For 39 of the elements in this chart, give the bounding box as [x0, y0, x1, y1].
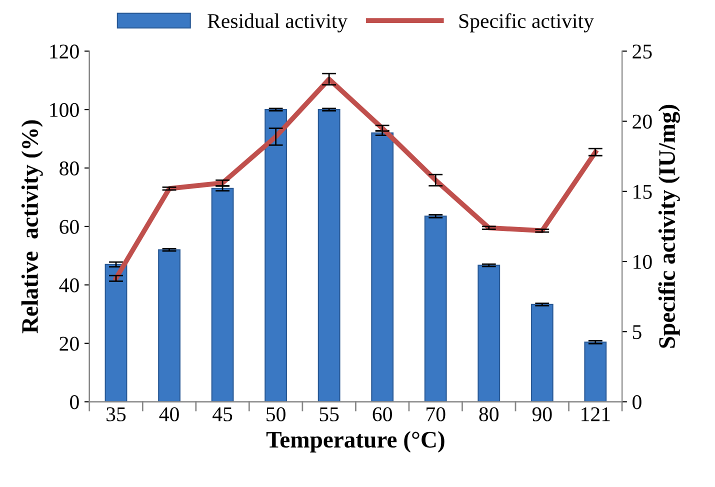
y-tick-label: 0	[70, 395, 79, 410]
y-tick-label: 80	[60, 161, 79, 176]
x-tick-label: 121	[582, 407, 610, 422]
x-tick-label: 70	[426, 407, 446, 422]
bar	[264, 109, 288, 402]
x-tick-label: 40	[159, 407, 179, 422]
y-tick-label: 100	[50, 102, 79, 118]
line-series	[114, 76, 598, 281]
y2-tick-label: 25	[632, 44, 652, 59]
bar	[478, 264, 500, 402]
y2-tick-label: 10	[634, 254, 652, 269]
bar	[318, 109, 340, 402]
bar	[371, 132, 394, 402]
y-tick-label: 120	[50, 44, 79, 59]
legend-label: Residual activity	[208, 13, 348, 32]
x-tick-label: 45	[212, 407, 232, 422]
bar	[158, 249, 180, 402]
bar	[584, 342, 607, 402]
y2-tick-label: 20	[632, 114, 652, 129]
x-tick-label: 35	[106, 407, 126, 422]
y-axis-title: Relative activity (%)	[21, 120, 43, 334]
y-tick-label: 60	[60, 220, 79, 234]
y2-tick-label: 0	[632, 395, 642, 410]
bar	[211, 188, 234, 402]
x-tick-label: 80	[479, 407, 499, 422]
x-tick-label: 55	[320, 407, 339, 422]
bar	[424, 216, 447, 402]
y2-tick-label: 5	[632, 325, 642, 340]
y-tick-label: 20	[60, 336, 79, 351]
x-tick-label: 90	[532, 407, 552, 422]
bar	[530, 304, 554, 402]
x-axis-title: Temperature (°C)	[266, 431, 444, 452]
y2-tick-label: 15	[634, 184, 652, 199]
y2-axis-title: Specific activity (IU/mg)	[658, 104, 680, 348]
x-tick-label: 50	[266, 407, 286, 422]
bar	[104, 264, 128, 402]
y-tick-label: 40	[59, 278, 79, 292]
x-tick-label: 60	[372, 407, 392, 422]
legend-label: Specific activity	[459, 13, 594, 32]
